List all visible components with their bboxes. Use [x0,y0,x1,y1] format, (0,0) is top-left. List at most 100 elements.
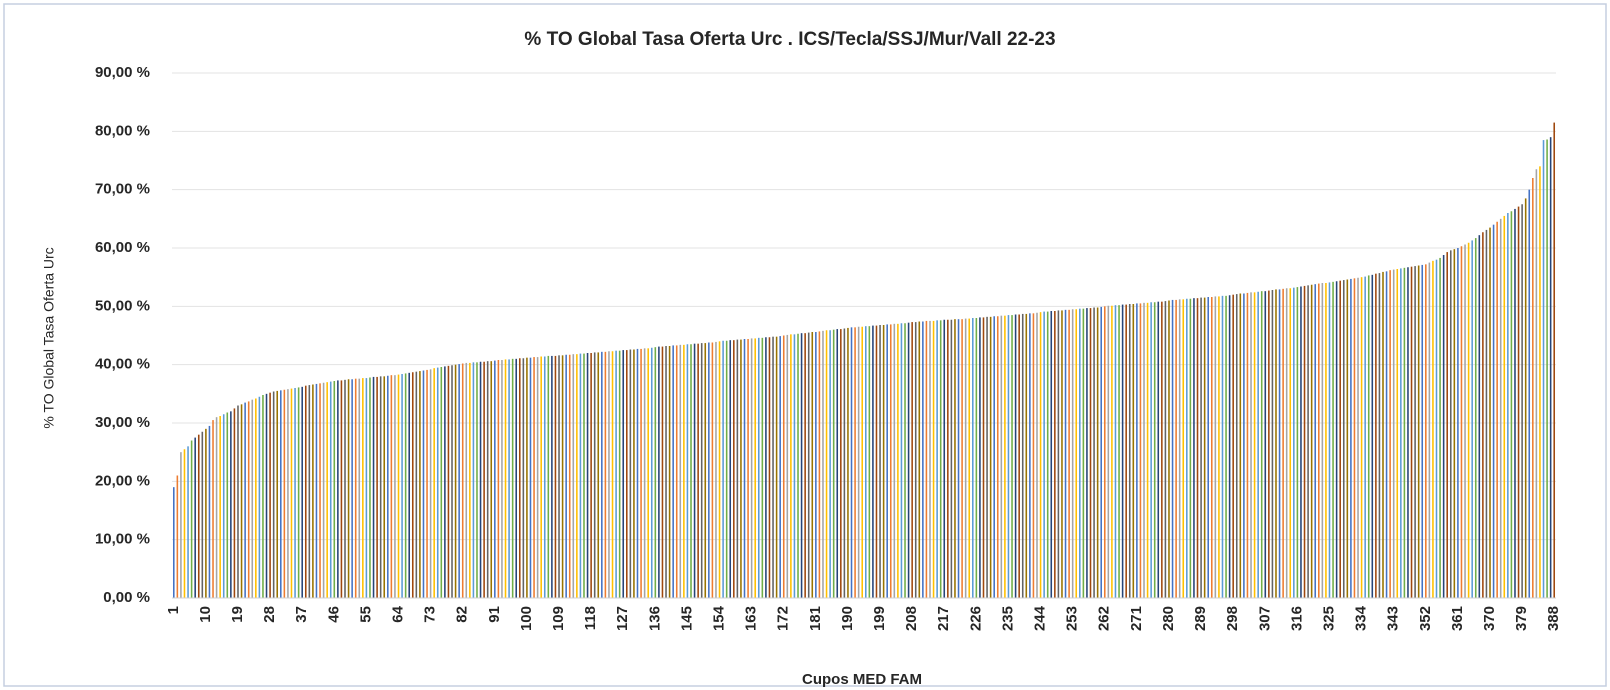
bar [344,379,346,598]
bar [312,384,314,598]
bar [672,345,674,598]
bar [315,383,318,598]
bar [1182,299,1185,598]
bar [1449,250,1452,599]
bar [255,398,257,598]
bar [886,324,888,598]
bar [444,366,446,598]
bar [1392,269,1395,598]
bar [986,316,988,598]
bar [957,319,960,598]
bar [1228,295,1231,598]
bar [1093,307,1095,598]
bar [1478,235,1481,598]
bar [1378,273,1381,598]
bar [419,371,421,598]
bar [1278,289,1281,598]
bar [765,337,767,598]
bar [615,350,617,598]
bar [1128,304,1131,598]
bar [508,359,510,598]
bar [536,357,539,598]
x-tick-label: 370 [1481,606,1498,631]
bar [1243,293,1245,598]
bar [1153,302,1156,598]
bar [326,382,328,598]
bar [815,332,817,598]
bar [1039,312,1042,598]
bar [194,437,196,598]
x-tick-label: 118 [582,606,599,630]
bar [761,337,764,598]
bar [1004,315,1006,598]
bar [244,402,246,598]
bar [1321,283,1324,598]
bar [1303,285,1306,598]
bar [1367,275,1370,598]
bar [697,343,699,598]
bar [864,326,867,598]
bar [1221,295,1224,598]
bar [247,401,250,598]
bar [401,374,403,598]
bar [590,353,592,598]
bar [483,361,485,598]
bar [718,341,721,598]
bar [172,487,175,598]
bar [1050,311,1053,598]
bar [800,333,803,598]
bar [1118,305,1120,598]
x-tick-label: 343 [1385,606,1402,631]
bar [494,360,496,598]
bar [1114,305,1117,598]
bar [629,349,632,598]
x-tick-label: 190 [839,606,856,631]
bar [650,347,653,598]
bar [1079,308,1081,598]
bar [1132,304,1135,598]
bar [679,344,682,598]
bar [337,380,339,598]
bar [729,340,732,598]
bar [640,348,642,598]
bar [597,352,600,598]
bar [294,388,296,598]
y-axis-label: % TO Global Tasa Oferta Urc [41,247,57,428]
bar [518,358,521,598]
bar [308,385,311,598]
bar [1521,204,1523,598]
bar [1335,281,1338,598]
bar [665,346,667,598]
bar [1239,293,1242,598]
bar [715,341,717,598]
bar [811,332,814,598]
x-tick-label: 145 [678,606,695,631]
bar [376,376,378,598]
bar [1111,305,1113,598]
bar [190,440,193,598]
bar [1100,306,1102,598]
x-tick-label: 19 [229,606,246,623]
bar [329,381,332,598]
bar [1260,291,1263,598]
bar [1532,178,1534,598]
bar [1492,224,1495,598]
bar [1086,308,1088,598]
bar [996,316,999,598]
bar [1203,297,1206,598]
bar [1485,229,1488,598]
bar [593,352,596,598]
bar [561,355,564,598]
bar [1046,311,1049,598]
bar [872,325,874,598]
bar [889,324,892,598]
bar [904,323,906,598]
bar [786,334,789,598]
bar [964,318,967,598]
y-tick-label: 0,00 % [103,589,150,606]
bar [415,371,418,598]
bar [426,369,428,598]
bar [1464,244,1466,598]
bar [262,395,264,598]
